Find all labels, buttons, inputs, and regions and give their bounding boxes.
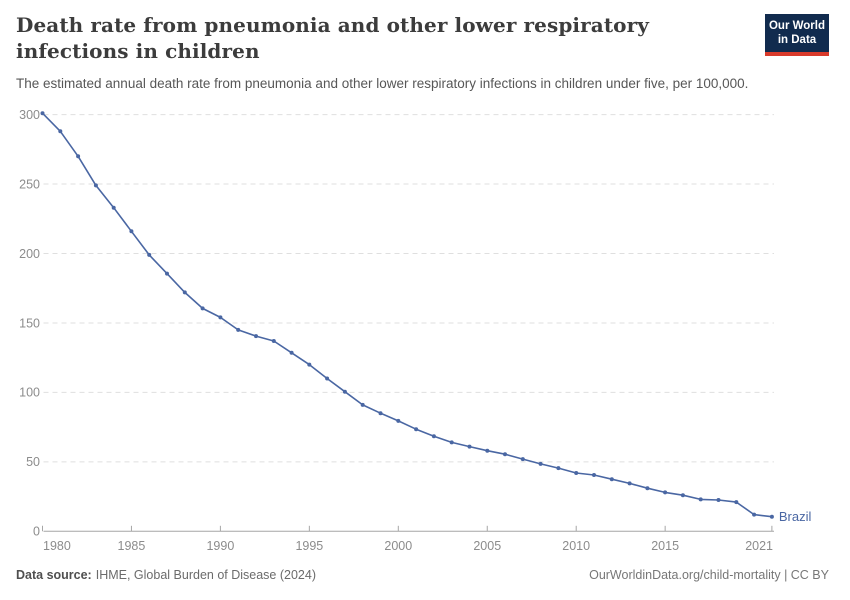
x-tick-label: 1985 — [118, 539, 146, 553]
data-source-text: IHME, Global Burden of Disease (2024) — [95, 568, 316, 582]
y-tick-label: 250 — [19, 177, 40, 191]
x-tick-label: 2021 — [745, 539, 773, 553]
data-point[interactable] — [165, 271, 169, 276]
data-point[interactable] — [360, 402, 365, 407]
data-point[interactable] — [609, 477, 614, 482]
series-end-label[interactable]: Brazil — [779, 509, 812, 524]
data-point[interactable] — [414, 427, 419, 432]
line-chart[interactable]: 0 50 100 150 200 250 300 1980 1985 1990 1995 2000 20… — [0, 100, 850, 575]
x-tick-label: 2010 — [562, 539, 590, 553]
data-point[interactable] — [592, 473, 596, 477]
owid-logo-line1: Our World — [768, 20, 825, 32]
data-source-label: Data source: — [16, 568, 92, 582]
x-tick-label: 2015 — [651, 539, 679, 553]
data-point[interactable] — [254, 334, 258, 339]
data-point[interactable] — [467, 444, 472, 449]
x-tick-label: 2000 — [384, 539, 412, 553]
data-point[interactable] — [716, 498, 721, 502]
data-point[interactable] — [485, 448, 490, 453]
data-point[interactable] — [76, 154, 81, 159]
data-point[interactable] — [538, 461, 543, 466]
data-point[interactable] — [698, 497, 703, 502]
data-point[interactable] — [663, 490, 668, 495]
data-point[interactable] — [378, 411, 383, 416]
series-line[interactable] — [41, 112, 773, 518]
data-point[interactable] — [129, 229, 134, 234]
data-point[interactable] — [93, 183, 98, 188]
y-tick-label: 50 — [26, 455, 40, 469]
data-point[interactable] — [449, 440, 454, 445]
x-tick-label: 1990 — [206, 539, 234, 553]
data-point[interactable] — [40, 111, 45, 116]
data-point[interactable] — [556, 466, 561, 471]
page-title: Death rate from pneumonia and other lowe… — [16, 13, 649, 64]
owid-logo-line2: in Data — [777, 34, 817, 47]
data-point[interactable] — [431, 434, 436, 439]
chart-footer: Data source: IHME, Global Burden of Disea… — [16, 568, 829, 582]
data-point[interactable] — [111, 205, 116, 210]
data-point[interactable] — [503, 452, 507, 457]
data-point[interactable] — [574, 471, 579, 475]
data-point[interactable] — [236, 327, 241, 332]
data-point[interactable] — [752, 512, 757, 517]
data-point[interactable] — [325, 376, 330, 381]
data-point[interactable] — [734, 500, 739, 505]
data-point[interactable] — [200, 306, 205, 311]
y-tick-label: 0 — [33, 525, 40, 539]
data-point[interactable] — [520, 457, 525, 462]
data-source: Data source: IHME, Global Burden of Disea… — [16, 568, 316, 582]
data-point[interactable] — [182, 290, 187, 295]
x-tick-label: 2005 — [473, 539, 501, 553]
data-point[interactable] — [307, 362, 312, 367]
data-point[interactable] — [645, 486, 650, 491]
y-tick-label: 150 — [19, 316, 40, 330]
data-point[interactable] — [218, 315, 223, 320]
data-point[interactable] — [769, 514, 774, 519]
y-tick-label: 100 — [19, 386, 40, 400]
data-point[interactable] — [147, 252, 152, 257]
owid-logo[interactable]: Our World in Data — [765, 14, 829, 56]
y-tick-label: 200 — [19, 247, 40, 261]
data-point[interactable] — [271, 339, 276, 343]
data-point[interactable] — [58, 129, 63, 134]
data-point[interactable] — [342, 389, 347, 394]
y-tick-label: 300 — [19, 108, 40, 122]
x-tick-label: 1995 — [295, 539, 323, 553]
x-tick-label: 1980 — [43, 539, 71, 553]
credit-link[interactable]: OurWorldinData.org/child-mortality | CC … — [589, 568, 829, 582]
chart-subtitle: The estimated annual death rate from pne… — [16, 76, 749, 91]
data-point[interactable] — [627, 481, 632, 486]
data-point[interactable] — [396, 418, 401, 423]
chart-canvas[interactable]: 0 50 100 150 200 250 300 1980 1985 1990 1995 2000 20… — [0, 100, 850, 575]
data-point[interactable] — [680, 493, 685, 498]
data-point[interactable] — [289, 350, 294, 355]
